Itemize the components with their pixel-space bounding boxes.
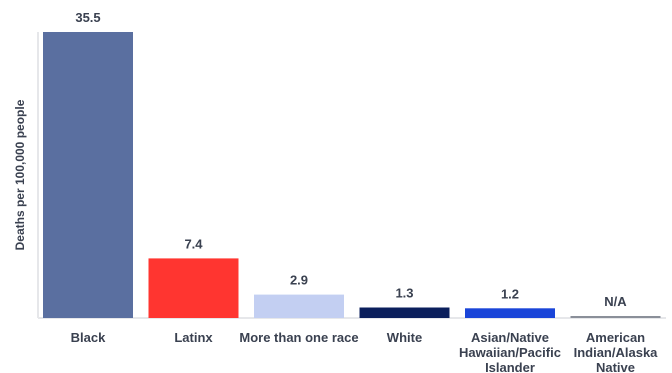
category-label-0: Black <box>71 330 106 345</box>
bar-value-label-2: 2.9 <box>290 273 308 288</box>
category-label-1: Latinx <box>174 330 213 345</box>
value-labels-group: 35.5 7.4 2.9 1.3 1.2 N/A <box>75 10 627 309</box>
bar-value-label-3: 1.3 <box>395 286 413 301</box>
bar-value-label-5: N/A <box>604 294 627 309</box>
category-label-2: More than one race <box>239 330 358 345</box>
y-axis-title: Deaths per 100,000 people <box>13 99 27 250</box>
bar-3 <box>359 307 450 318</box>
bar-4 <box>465 308 555 318</box>
bar-0 <box>43 32 133 318</box>
bar-5 <box>570 316 661 318</box>
bar-value-label-0: 35.5 <box>75 10 100 25</box>
bar-value-label-4: 1.2 <box>501 286 519 301</box>
bar-2 <box>254 294 344 318</box>
bar-1 <box>148 258 239 318</box>
bar-value-label-1: 7.4 <box>184 236 203 251</box>
category-labels-group: Black Latinx More than one race White Asian/… <box>71 330 659 373</box>
category-label-3: White <box>387 330 422 345</box>
category-label-5: American Indian/Alaska Native <box>574 330 659 373</box>
category-label-4: Asian/Native Hawaiian/Pacific Islander <box>459 330 561 373</box>
bars-group <box>43 32 661 318</box>
